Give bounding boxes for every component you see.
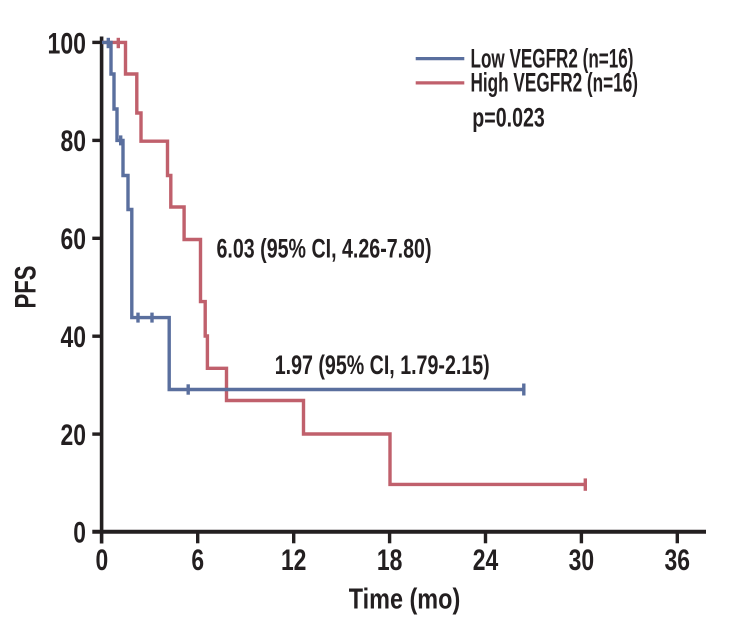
svg-text:12: 12 (281, 544, 307, 577)
svg-text:1.97 (95% CI, 1.79-2.15): 1.97 (95% CI, 1.79-2.15) (275, 350, 490, 380)
svg-text:20: 20 (61, 419, 87, 452)
svg-text:High VEGFR2 (n=16): High VEGFR2 (n=16) (471, 68, 639, 98)
svg-text:0: 0 (73, 517, 86, 550)
svg-text:6.03 (95% CI, 4.26-7.80): 6.03 (95% CI, 4.26-7.80) (217, 234, 432, 264)
svg-text:24: 24 (473, 544, 499, 577)
svg-text:PFS: PFS (10, 266, 43, 309)
svg-text:Low VEGFR2 (n=16): Low VEGFR2 (n=16) (471, 43, 634, 73)
svg-text:0: 0 (95, 544, 108, 577)
svg-text:80: 80 (61, 125, 87, 158)
svg-text:Time (mo): Time (mo) (349, 583, 461, 615)
svg-text:p=0.023: p=0.023 (472, 103, 545, 133)
svg-text:6: 6 (191, 544, 204, 577)
svg-text:18: 18 (377, 544, 403, 577)
svg-text:100: 100 (48, 27, 87, 60)
svg-text:36: 36 (665, 544, 691, 577)
svg-text:40: 40 (61, 321, 87, 354)
svg-text:60: 60 (61, 223, 87, 256)
svg-text:30: 30 (569, 544, 595, 577)
